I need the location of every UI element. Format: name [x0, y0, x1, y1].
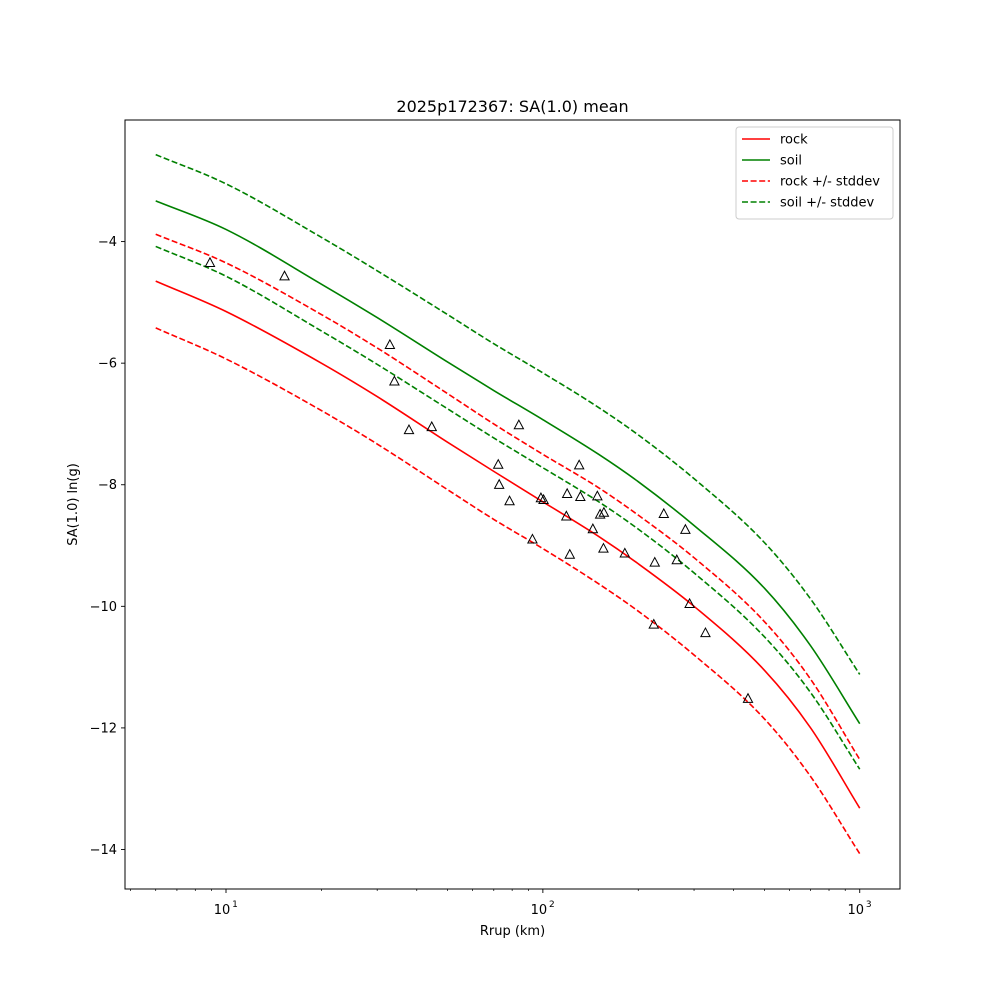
legend-entry-label: rock +/- stddev — [780, 175, 880, 190]
observation-point — [403, 423, 415, 435]
legend-box — [735, 126, 894, 220]
observation-point — [598, 542, 609, 553]
observation-point — [574, 490, 586, 501]
observation-point — [598, 506, 610, 517]
series-layer — [155, 153, 861, 855]
series-line-stddev-lower-5 — [155, 245, 861, 770]
y-tick-label: −10 — [90, 600, 117, 615]
x-axis: 10 1 10 2 10 3 — [130, 889, 872, 918]
series-line-soil-1 — [155, 200, 861, 725]
y-tick-label: −12 — [90, 721, 117, 736]
observation-point — [573, 459, 585, 470]
observation-point — [671, 554, 683, 565]
observation-point — [279, 270, 290, 281]
observation-point — [535, 492, 547, 503]
observation-point — [538, 493, 549, 505]
observation-point — [493, 478, 505, 489]
observation-point — [619, 547, 631, 558]
observation-point — [513, 419, 525, 430]
observation-point — [658, 507, 670, 519]
observation-point — [388, 375, 400, 386]
x-tick-exponent: 2 — [549, 900, 555, 910]
observation-point — [384, 338, 396, 350]
observation-point — [679, 523, 691, 534]
x-tick-label: 10 — [531, 903, 548, 918]
legend-entry-label: rock — [780, 133, 808, 148]
legend: rock soil rock +/- stddev soil +/- stddev — [735, 126, 894, 220]
observation-point — [700, 627, 711, 638]
observation-point — [560, 510, 572, 521]
x-tick-exponent: 1 — [232, 900, 238, 910]
series-line-rock-stddev-2 — [155, 233, 861, 760]
legend-entry-label: soil +/- stddev — [780, 196, 875, 211]
observation-point — [591, 490, 603, 501]
chart-title: 2025p172367: SA(1.0) mean — [396, 97, 628, 116]
y-tick-label: −4 — [98, 235, 117, 250]
y-axis: −4 −6 −8 −10 −12 −14 — [90, 235, 125, 858]
y-tick-label: −14 — [90, 843, 117, 858]
observation-point — [526, 533, 538, 544]
y-tick-label: −8 — [98, 478, 117, 493]
series-line-stddev-lower-3 — [155, 327, 861, 855]
observation-point — [648, 618, 660, 629]
x-tick-label: 10 — [214, 903, 231, 918]
x-tick-label: 10 — [847, 903, 864, 918]
observation-point — [204, 256, 216, 267]
observation-point — [594, 508, 606, 519]
legend-entry-label: soil — [780, 154, 802, 169]
observation-point — [561, 487, 573, 498]
observation-point — [492, 458, 504, 469]
y-axis-label: SA(1.0) ln(g) — [66, 463, 81, 546]
x-axis-label: Rrup (km) — [480, 924, 545, 939]
observation-point — [649, 556, 661, 567]
observation-layer — [204, 256, 754, 703]
observation-point — [742, 692, 754, 703]
observation-point — [504, 495, 515, 506]
observation-point — [587, 523, 599, 534]
x-tick-exponent: 3 — [866, 900, 872, 910]
series-line-soil-stddev-4 — [155, 153, 861, 675]
y-tick-label: −6 — [98, 357, 117, 372]
observation-point — [684, 597, 696, 608]
observation-point — [564, 548, 576, 559]
observation-point — [426, 420, 438, 432]
